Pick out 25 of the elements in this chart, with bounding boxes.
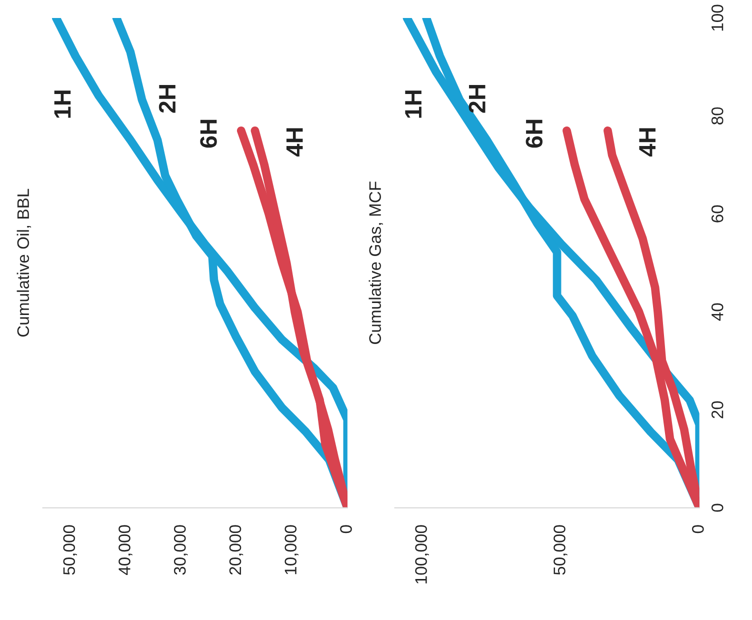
x-tick-label: 50,000 (63, 525, 77, 575)
text: Cumulative Gas, MCF (368, 182, 383, 344)
x-tick-label: 10,000 (284, 525, 298, 574)
x-tick-label: 30,000 (174, 525, 188, 575)
text: 1H (54, 90, 71, 118)
x-tick-label: 40,000 (118, 525, 132, 576)
x-tick-label: 20,000 (229, 525, 244, 575)
y-tick-label: 20 (711, 401, 724, 418)
x-tick-label: 0 (340, 525, 352, 534)
text: 6H (200, 120, 217, 148)
text: Cumulative Oil, BBL (16, 188, 32, 337)
text: 6H (526, 120, 543, 148)
y-tick-label: 0 (711, 504, 724, 512)
y-tick-label: 60 (711, 205, 724, 222)
x-tick-label: 50,000 (554, 525, 568, 575)
y-tick-label: 100 (711, 4, 724, 31)
x-tick-label: 0 (692, 525, 704, 534)
text: 2H (158, 85, 176, 113)
x-tick-label: 100,000 (415, 525, 429, 584)
text: 2H (468, 85, 486, 113)
y-tick-label: 40 (711, 303, 724, 321)
text: 4H (286, 128, 303, 156)
text: 1H (405, 90, 422, 118)
text: 4H (639, 128, 656, 156)
y-tick-label: 80 (711, 107, 724, 124)
